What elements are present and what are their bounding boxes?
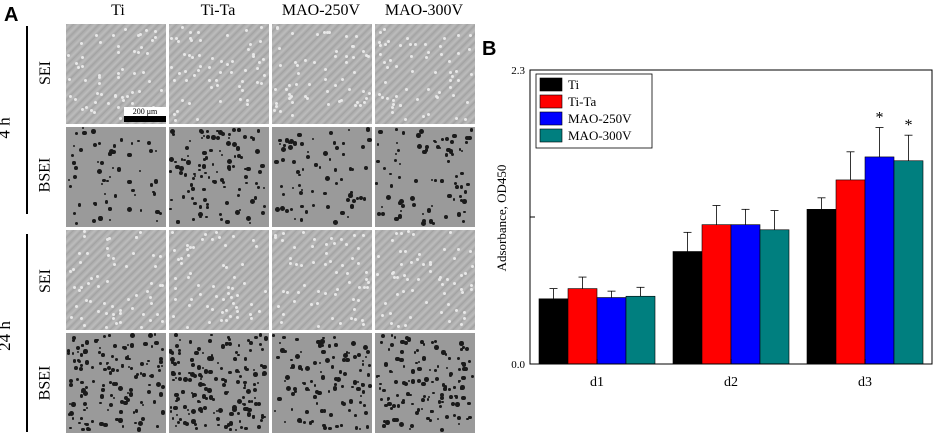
legend-label-ti: Ti — [568, 77, 579, 92]
panel-b-letter: B — [482, 38, 497, 60]
bar-ti-ta-d2 — [701, 224, 732, 365]
bar-mao-250v-d3 — [864, 156, 895, 365]
y-axis-title: Adsorbance, OD450 — [494, 165, 509, 272]
bar-mao-300v-d3 — [893, 160, 924, 365]
time-label-24h: 24 h — [0, 321, 14, 351]
micrograph-ti-ta-sei-24h — [169, 230, 269, 330]
micrograph-mao-300v-sei-24h — [375, 230, 475, 330]
legend-swatch-mao-250v — [539, 111, 563, 126]
micrograph-mao-250v-bsei-4h — [272, 127, 372, 227]
bar-ti-ta-d3 — [835, 179, 866, 365]
bar-mao-250v-d2 — [730, 224, 761, 365]
micrograph-mao-250v-sei-24h — [272, 230, 372, 330]
y-tick-label: 0.0 — [511, 359, 525, 371]
bar-ti-d3 — [806, 209, 837, 365]
legend-label-mao-300v: MAO-300V — [568, 128, 632, 143]
micrograph-mao-300v-bsei-4h — [375, 127, 475, 227]
row-label-bsei-4h: BSEI — [36, 157, 54, 193]
x-tick-label: d2 — [724, 375, 738, 390]
bar-ti-d1 — [538, 298, 569, 365]
bar-mao-250v-d1 — [596, 297, 627, 365]
micrograph-ti-bsei-24h — [66, 333, 166, 433]
time-bracket-24h — [26, 234, 28, 432]
bar-mao-300v-d1 — [625, 295, 656, 365]
scale-bar-label: 200 μm — [124, 107, 166, 116]
x-tick-label: d3 — [858, 375, 872, 390]
column-header-ti-ta: Ti-Ta — [200, 2, 236, 19]
micrograph-mao-250v-sei-4h — [272, 24, 372, 124]
micrograph-ti-sei-24h — [66, 230, 166, 330]
micrograph-mao-300v-bsei-24h — [375, 333, 475, 433]
row-label-sei-4h: SEI — [37, 61, 54, 85]
time-label-4h: 4 h — [0, 117, 15, 138]
panel-a-letter: A — [4, 4, 19, 26]
legend-label-mao-250v: MAO-250V — [568, 111, 632, 126]
micrograph-ti-bsei-4h — [66, 127, 166, 227]
bar-ti-d2 — [672, 251, 703, 365]
legend-swatch-mao-300v — [539, 128, 563, 143]
bar-ti-ta-d1 — [567, 288, 598, 365]
significance-marker: * — [876, 110, 884, 127]
column-header-mao-300v: MAO-300V — [384, 2, 464, 19]
legend-label-ti-ta: Ti-Ta — [568, 94, 596, 109]
legend-swatch-ti — [539, 77, 563, 92]
column-header-ti: Ti — [111, 2, 125, 19]
micrograph-ti-sei-4h — [66, 24, 166, 124]
time-bracket-4h — [26, 26, 28, 214]
x-tick-label: d1 — [590, 375, 604, 390]
bar-chart: d1 d2 * * d3 0.0 2.3 Ti Ti-Ta MAO-250V MAO-300V Ad… — [494, 65, 933, 390]
micrograph-mao-250v-bsei-24h — [272, 333, 372, 433]
significance-marker: * — [905, 117, 913, 134]
scale-bar — [124, 116, 166, 122]
row-label-bsei-24h: BSEI — [36, 365, 54, 401]
micrograph-ti-ta-bsei-4h — [169, 127, 269, 227]
bar-mao-300v-d2 — [759, 229, 790, 365]
row-label-sei-24h: SEI — [37, 269, 54, 293]
micrograph-ti-ta-sei-4h — [169, 24, 269, 124]
y-tick-label: 2.3 — [511, 65, 525, 77]
column-header-mao-250v: MAO-250V — [281, 2, 361, 19]
micrograph-mao-300v-sei-4h — [375, 24, 475, 124]
micrograph-ti-ta-bsei-24h — [169, 333, 269, 433]
legend-swatch-ti-ta — [539, 94, 563, 109]
